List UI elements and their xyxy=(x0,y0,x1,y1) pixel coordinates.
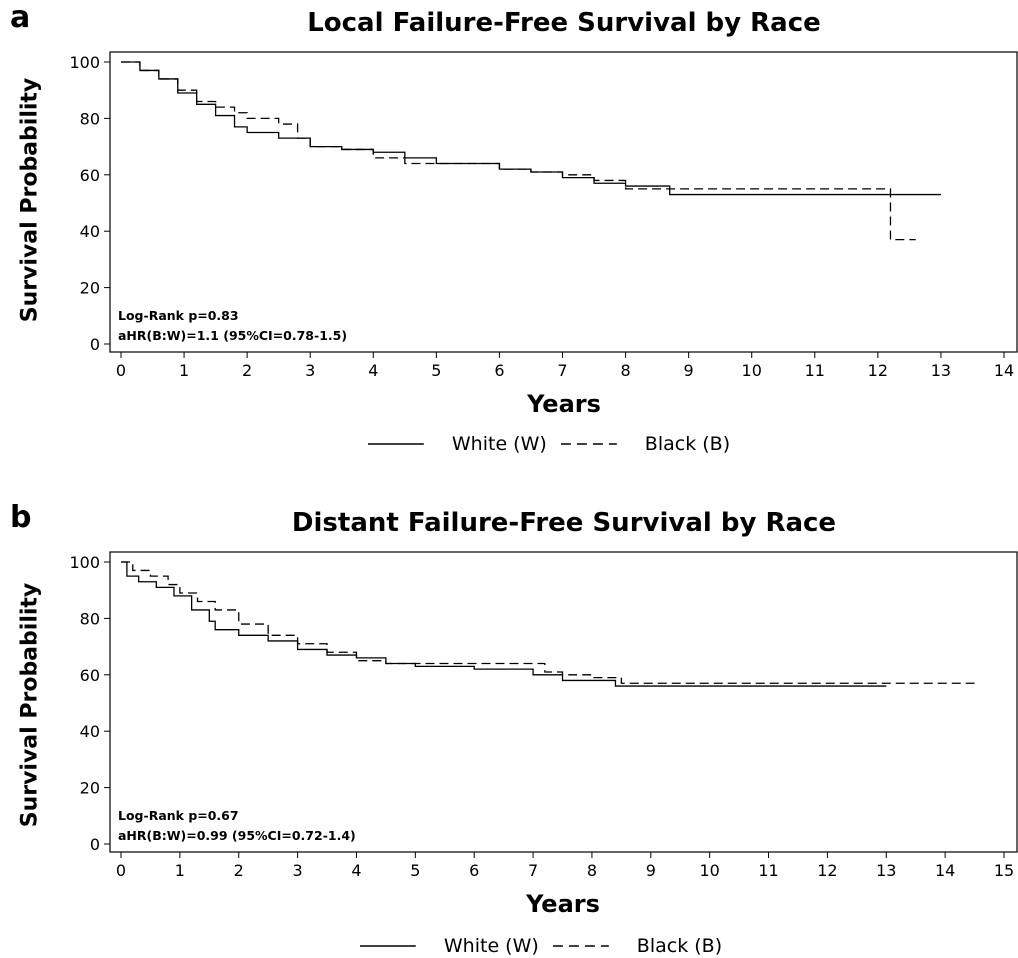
legend-dashed-line-icon xyxy=(560,443,617,445)
legend: White (W) Black (B) xyxy=(367,433,744,455)
x-tick-label: 2 xyxy=(242,361,252,380)
x-tick-label: 12 xyxy=(868,361,888,380)
x-tick-label: 9 xyxy=(646,861,656,880)
x-tick-label: 1 xyxy=(179,361,189,380)
y-tick-label: 40 xyxy=(80,222,100,241)
x-tick-label: 3 xyxy=(305,361,315,380)
y-tick-label: 20 xyxy=(80,279,100,298)
x-tick-label: 0 xyxy=(116,861,126,880)
x-tick-label: 14 xyxy=(935,861,955,880)
stats-annotation: aHR(B:W)=0.99 (95%CI=0.72-1.4) xyxy=(118,828,356,843)
legend-solid-line-icon xyxy=(367,443,424,445)
y-tick-label: 20 xyxy=(80,779,100,798)
chart-title: Local Failure-Free Survival by Race xyxy=(307,8,821,38)
x-tick-label: 14 xyxy=(994,361,1014,380)
x-tick-label: 8 xyxy=(587,861,597,880)
chart-title: Distant Failure-Free Survival by Race xyxy=(291,508,837,538)
survival-plot-local: 0 1 2 3 4 5 6 7 8 9 10 11 12 13 14020406080100Log-Rank… xyxy=(69,51,1018,380)
x-tick-label: 9 xyxy=(684,361,694,380)
y-tick-label: 40 xyxy=(80,722,100,741)
stats-annotation: aHR(B:W)=1.1 (95%CI=0.78-1.5) xyxy=(118,328,347,343)
y-tick-label: 60 xyxy=(80,666,100,685)
panel-b: b Distant Failure-Free Survival by Race … xyxy=(0,500,1018,958)
panel-a: a Local Failure-Free Survival by Race Su… xyxy=(0,0,1018,470)
x-tick-label: 10 xyxy=(699,861,719,880)
x-axis-label: Years xyxy=(527,390,601,418)
x-tick-label: 4 xyxy=(351,861,361,880)
x-tick-label: 8 xyxy=(620,361,630,380)
series-line-white xyxy=(121,561,887,687)
series-line-white xyxy=(121,61,941,196)
y-tick-label: 80 xyxy=(80,609,100,628)
y-tick-label: 0 xyxy=(90,835,100,854)
legend-label-white: White (W) xyxy=(443,935,539,957)
y-tick-label: 80 xyxy=(80,109,100,128)
stats-annotation: Log-Rank p=0.67 xyxy=(118,808,239,823)
y-tick-label: 100 xyxy=(69,53,100,72)
x-tick-label: 15 xyxy=(994,861,1014,880)
legend-dashed-line-icon xyxy=(552,945,609,947)
x-tick-label: 12 xyxy=(817,861,837,880)
x-axis-label: Years xyxy=(526,890,600,918)
x-tick-label: 13 xyxy=(876,861,896,880)
legend-solid-line-icon xyxy=(359,945,416,947)
plot-frame xyxy=(109,51,1018,353)
series-line-black xyxy=(121,561,975,684)
legend: White (W) Black (B) xyxy=(359,935,736,957)
x-tick-label: 13 xyxy=(931,361,951,380)
x-tick-label: 2 xyxy=(234,861,244,880)
legend-label-black: Black (B) xyxy=(636,935,723,957)
survival-plot-distant: 0 1 2 3 4 5 6 7 8 9 10 11 12 13 14 15020406080100Log-Ra… xyxy=(69,551,1018,880)
legend-label-white: White (W) xyxy=(451,433,547,455)
x-tick-label: 5 xyxy=(431,361,441,380)
panel-letter: b xyxy=(10,500,32,535)
y-tick-label: 0 xyxy=(90,335,100,354)
stats-annotation: Log-Rank p=0.83 xyxy=(118,308,239,323)
x-tick-label: 5 xyxy=(410,861,420,880)
x-tick-label: 7 xyxy=(557,361,567,380)
x-tick-label: 10 xyxy=(742,361,762,380)
x-tick-label: 11 xyxy=(758,861,778,880)
x-tick-label: 0 xyxy=(116,361,126,380)
x-tick-label: 1 xyxy=(175,861,185,880)
plot-frame xyxy=(109,551,1018,853)
x-tick-label: 3 xyxy=(293,861,303,880)
panel-letter: a xyxy=(10,0,31,35)
x-tick-label: 4 xyxy=(368,361,378,380)
y-tick-label: 100 xyxy=(69,553,100,572)
x-tick-label: 11 xyxy=(805,361,825,380)
series-line-black xyxy=(121,61,916,241)
legend-label-black: Black (B) xyxy=(644,433,731,455)
y-tick-label: 60 xyxy=(80,166,100,185)
x-tick-label: 6 xyxy=(469,861,479,880)
x-tick-label: 7 xyxy=(528,861,538,880)
x-tick-label: 6 xyxy=(494,361,504,380)
